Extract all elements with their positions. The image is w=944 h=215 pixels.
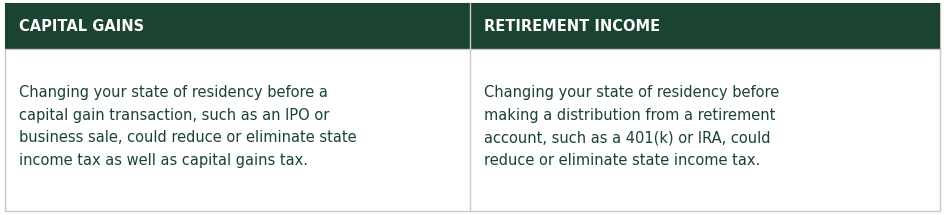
Bar [5,3,469,49]
Text: CAPITAL GAINS: CAPITAL GAINS [19,18,143,34]
Text: RETIREMENT INCOME: RETIREMENT INCOME [483,18,659,34]
Text: Changing your state of residency before
making a distribution from a retirement
: Changing your state of residency before … [483,85,778,168]
Text: Changing your state of residency before a
capital gain transaction, such as an I: Changing your state of residency before … [19,85,356,168]
Bar [469,3,939,49]
